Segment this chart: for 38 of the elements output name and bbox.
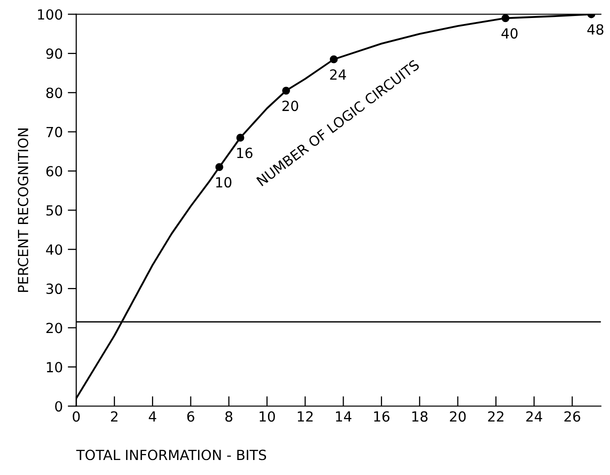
x-tick-label: 8 — [225, 411, 232, 422]
x-tick-label: 26 — [564, 411, 580, 422]
y-tick-label: 10 — [46, 362, 62, 372]
point — [330, 55, 338, 64]
point — [215, 163, 224, 172]
y-tick-label: 80 — [46, 88, 62, 98]
y-tick-label: 60 — [46, 166, 62, 176]
annotation: 16 — [237, 148, 252, 158]
y-tick-label: 30 — [46, 284, 62, 294]
point — [502, 14, 510, 22]
point — [236, 134, 244, 142]
x-tick-label: 4 — [148, 411, 156, 422]
y-tick-label: 40 — [46, 244, 62, 255]
x-tick-label: 24 — [526, 411, 542, 422]
annotation: 24 — [330, 69, 346, 80]
y-tick-label: 70 — [46, 126, 62, 138]
x-axis-title: TOTAL INFORMATION - BITS — [76, 450, 266, 460]
x-tick-label: 20 — [450, 411, 466, 422]
annotation: 40 — [501, 28, 518, 39]
annotation: 20 — [282, 100, 298, 112]
x-tick-label: 2 — [111, 411, 118, 422]
x-tick-label: 12 — [298, 411, 313, 422]
x-tick-label: 6 — [187, 411, 194, 422]
x-tick-label: 10 — [260, 411, 275, 422]
point — [282, 86, 290, 95]
y-tick-label: 50 — [46, 205, 62, 216]
y-tick-label: 0 — [55, 401, 62, 412]
x-tick-label: 14 — [336, 411, 352, 422]
y-tick-label: 100 — [38, 9, 62, 20]
x-tick-label: 18 — [412, 411, 428, 422]
y-tick-label: 90 — [46, 48, 62, 59]
annotation: 10 — [216, 177, 232, 188]
y-tick-label: 20 — [46, 322, 62, 334]
x-tick-label: 22 — [488, 411, 504, 422]
annotation: 48 — [587, 24, 604, 35]
y-axis-title: PERCENT RECOGNITION — [18, 128, 28, 292]
x-tick-label: 0 — [72, 411, 80, 422]
x-tick-label: 16 — [374, 411, 390, 422]
